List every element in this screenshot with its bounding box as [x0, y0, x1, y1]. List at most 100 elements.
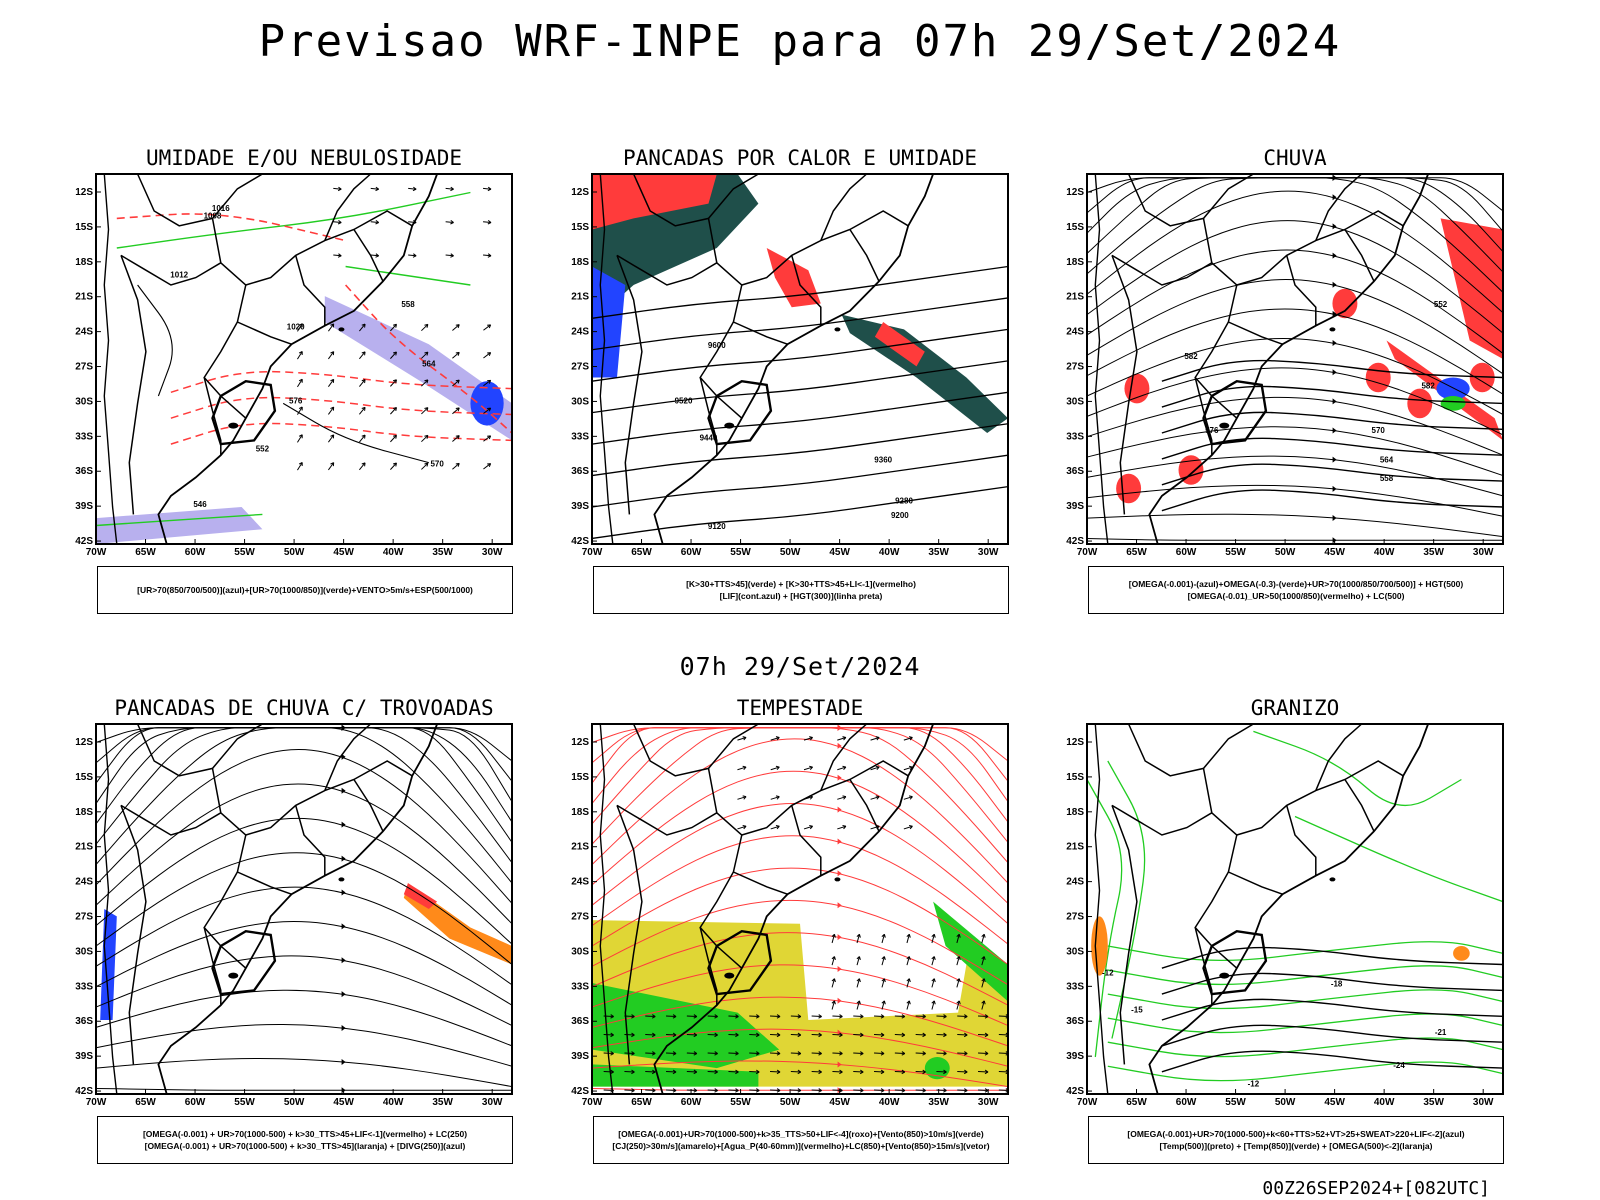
lat-label: 42S [1066, 536, 1084, 547]
streamline-arrow [837, 870, 842, 877]
state-border [211, 210, 413, 286]
panel-chuva: CHUVA 582 576 570 564 558 552 582 12S 15S 18S 21S 2… [1065, 146, 1525, 626]
lat-label: 27S [75, 362, 93, 373]
state-border [203, 834, 247, 969]
lon-label: 65W [135, 1097, 156, 1108]
state-border [699, 377, 718, 456]
arrow-head [361, 462, 366, 467]
arrow-head [776, 1069, 781, 1075]
arrow-head [755, 1069, 760, 1075]
streamline [591, 1028, 1009, 1067]
wind-arrow [452, 379, 460, 387]
streamline [1086, 279, 1504, 375]
wind-arrow [483, 407, 491, 414]
wind-arrow [956, 978, 960, 988]
arrow-head [809, 824, 813, 830]
lat-label: 39S [571, 1051, 589, 1062]
state-border [1194, 284, 1238, 419]
wind-arrow [359, 462, 366, 471]
lon-label: 35W [1423, 547, 1444, 558]
lat-label: 21S [75, 292, 93, 303]
state-border [1228, 321, 1283, 345]
state-border [1315, 173, 1363, 241]
coastline [653, 723, 934, 1095]
wind-arrow [483, 435, 491, 442]
arrow-head [901, 1051, 906, 1056]
arrow-head [881, 978, 886, 983]
arrow-head [931, 1000, 936, 1005]
streamline-arrow [1332, 485, 1337, 492]
arrow-head [984, 1032, 989, 1038]
contour-line [345, 284, 513, 434]
panel-umidade: UMIDADE E/OU NEBULOSIDADE 1008 1016 1012 10… [74, 146, 534, 626]
contour-line [591, 328, 1009, 382]
arrow-head [881, 1000, 886, 1005]
state-border [1194, 834, 1238, 969]
lon-label: 40W [383, 1097, 404, 1108]
arrow-head [631, 1069, 635, 1075]
contour-label: 9200 [891, 511, 909, 520]
streamline-arrow [837, 934, 842, 941]
run-info: 00Z26SEP2024+[082UTC] [1262, 1178, 1490, 1199]
coastline [157, 723, 438, 1095]
lat-label: 18S [75, 257, 93, 268]
arrow-head [831, 933, 836, 938]
contour-label: 576 [289, 396, 303, 405]
arrow-head [856, 1000, 861, 1005]
lon-label: 55W [234, 547, 255, 558]
lon-label: 30W [1473, 1097, 1494, 1108]
lon-label: 30W [1473, 547, 1494, 558]
cloud-band [96, 507, 263, 544]
streamline-arrow [341, 923, 346, 930]
wind-arrow [831, 956, 835, 966]
streamline-arrow [837, 806, 842, 813]
arrow-head [375, 220, 379, 225]
legend-line: [UR>70(850/700/500)](azul)+[UR>70(1000/8… [137, 585, 473, 595]
panel-title: UMIDADE E/OU NEBULOSIDADE [145, 146, 463, 170]
state-border [294, 255, 326, 326]
contour-label: 9520 [675, 396, 693, 405]
arrow-head [392, 379, 397, 384]
state-border [1127, 173, 1254, 227]
lat-label: 24S [75, 877, 93, 888]
wind-arrow [421, 462, 429, 470]
lat-label: 21S [75, 842, 93, 853]
wind-arrow [445, 221, 454, 223]
wind-arrow [333, 221, 342, 223]
arrow-head [361, 351, 366, 356]
arrow-head [735, 1014, 739, 1019]
state-border [1194, 377, 1213, 456]
wind-arrow [328, 406, 335, 415]
contour-line [1161, 1050, 1504, 1073]
lat-label: 33S [75, 431, 93, 442]
panel-pancadas-calor: PANCADAS POR CALOR E UMIDADE 9600 9520 944… [570, 146, 1030, 626]
country-border-uruguay [707, 929, 773, 996]
lake [834, 327, 841, 332]
map-frame [1086, 723, 1504, 1095]
streamline [1086, 337, 1504, 415]
arrow-head [856, 956, 861, 960]
lat-label: 27S [1066, 362, 1084, 373]
wind-arrow [390, 462, 397, 470]
arrow-head [742, 736, 747, 741]
wind-arrow [483, 254, 492, 257]
arrow-head [776, 1014, 781, 1019]
arrow-head [735, 1032, 739, 1038]
contour-line [282, 402, 429, 464]
state-border [849, 229, 880, 282]
contour-label: -12 [1248, 1080, 1260, 1089]
arrow-head [906, 933, 911, 938]
lon-label: 45W [333, 1097, 354, 1108]
wind-arrow [870, 825, 880, 830]
contour-label: -21 [1435, 1028, 1447, 1037]
wind-arrow [328, 379, 335, 387]
lon-label: 50W [1275, 1097, 1296, 1108]
contour-line [1161, 385, 1504, 408]
arrow-head [337, 253, 342, 258]
lon-label: 35W [928, 1097, 949, 1108]
arrow-head [455, 324, 460, 329]
arrow-head [880, 1014, 885, 1019]
arrow-head [742, 824, 747, 830]
lat-label: 42S [75, 536, 93, 547]
state-border [1111, 805, 1138, 1065]
